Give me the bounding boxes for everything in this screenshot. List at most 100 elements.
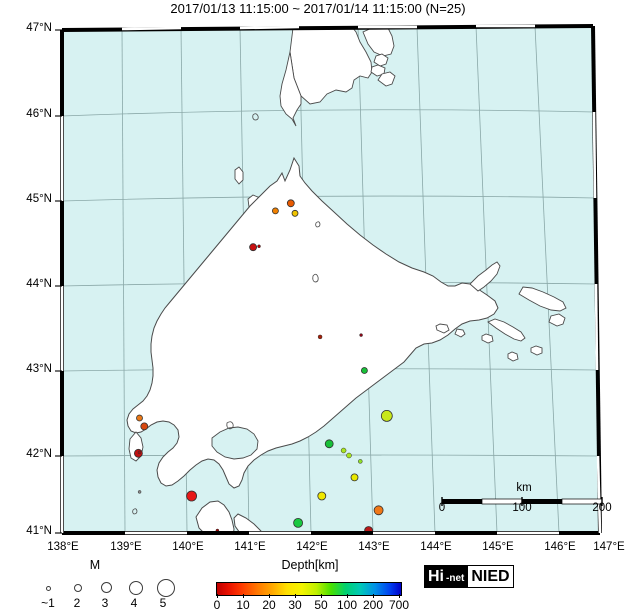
depth-colorbar — [216, 582, 402, 596]
coastline-lake-a — [435, 323, 450, 334]
epicenter-marker[interactable] — [286, 199, 295, 208]
islet-mark-c — [315, 221, 321, 228]
depth-label-700: 700 — [388, 598, 410, 612]
lon-label-143e: 143°E — [358, 541, 390, 553]
lon-label-140e: 140°E — [172, 541, 204, 553]
epicenter-marker[interactable] — [360, 367, 368, 374]
epicenter-marker[interactable] — [136, 414, 143, 422]
axis-ticks — [55, 29, 62, 534]
islet-mark-a — [252, 113, 259, 121]
epicenter-marker[interactable] — [373, 505, 384, 516]
map-frame-ticks — [60, 24, 602, 535]
islet-mark-e — [132, 508, 138, 515]
depth-tick-50 — [321, 594, 322, 598]
coastline-etorofu — [518, 286, 567, 312]
epicenter-marker[interactable] — [359, 333, 363, 337]
mag-label-3: 3 — [101, 596, 109, 610]
logo-net-text: -net — [446, 566, 468, 587]
map-canvas[interactable] — [0, 18, 636, 540]
logo-nied-text: NIED — [467, 566, 513, 587]
epicenter-marker[interactable] — [358, 459, 363, 464]
epicenter-layer[interactable] — [133, 199, 393, 535]
coastline-shiretoko — [469, 261, 501, 292]
depth-label-30: 30 — [288, 598, 302, 612]
depth-tick-100 — [347, 594, 348, 598]
lat-label-47n: 47°N — [26, 22, 52, 34]
coastline-shikotan — [548, 313, 566, 327]
depth-label-10: 10 — [236, 598, 250, 612]
mag-symbol-1 — [46, 586, 51, 591]
depth-label-20: 20 — [262, 598, 276, 612]
lon-label-144e: 144°E — [420, 541, 452, 553]
coastline-sakhalin — [289, 26, 373, 105]
epicenter-marker[interactable] — [346, 452, 352, 459]
epicenter-marker[interactable] — [249, 243, 258, 252]
epicenter-marker[interactable] — [257, 244, 261, 249]
scale-bar-graphic — [441, 497, 603, 506]
depth-tick-200 — [373, 594, 374, 598]
mag-symbol-2 — [74, 584, 82, 592]
lon-label-141e: 141°E — [234, 541, 266, 553]
coastline-honshu-north — [195, 500, 235, 533]
depth-tick-10 — [243, 594, 244, 598]
epicenter-marker[interactable] — [324, 439, 334, 449]
scale-tick-0: 0 — [438, 502, 446, 514]
coastline-rebun-islet — [234, 166, 244, 185]
islet-mark-b — [312, 273, 319, 283]
depth-tick-30 — [295, 594, 296, 598]
depth-tick-0 — [217, 594, 218, 598]
depth-legend-title: Depth[km] — [281, 558, 339, 572]
coastline-habomai-c — [481, 333, 494, 344]
lat-label-45n: 45°N — [26, 193, 52, 205]
depth-tick-700 — [399, 594, 400, 598]
coastline-hokkaido — [126, 156, 499, 489]
coastline-kuril-tail — [377, 71, 396, 87]
coastline-habomai-a — [530, 345, 543, 356]
lat-label-44n: 44°N — [26, 278, 52, 290]
lat-label-43n: 43°N — [26, 363, 52, 375]
magnitude-legend: M ~1 2 3 4 5 — [20, 558, 200, 610]
scale-unit-label: km — [516, 482, 532, 494]
mag-symbol-5 — [157, 579, 175, 597]
depth-label-100: 100 — [336, 598, 358, 612]
epicenter-marker[interactable] — [271, 207, 279, 215]
epicenter-marker[interactable] — [350, 473, 359, 482]
epicenter-marker[interactable] — [137, 450, 142, 455]
mag-symbol-4 — [129, 581, 143, 595]
mag-label-4: 4 — [130, 596, 138, 610]
coastline-kuril-islet-b — [370, 64, 386, 77]
epicenter-marker[interactable] — [291, 209, 299, 217]
scale-tick-100: 100 — [512, 502, 532, 514]
lon-label-146e: 146°E — [544, 541, 576, 553]
coastline-lake-b — [454, 328, 466, 338]
coastline-sakhalin-south — [279, 51, 302, 127]
epicenter-marker[interactable] — [293, 517, 304, 528]
lon-label-139e: 139°E — [110, 541, 142, 553]
logo-hi-text: Hi — [425, 566, 446, 587]
mag-label-1: ~1 — [41, 596, 55, 610]
epicenter-marker[interactable] — [137, 490, 142, 494]
lat-label-41n: 41°N — [26, 525, 52, 537]
epicenter-marker[interactable] — [186, 490, 198, 502]
depth-legend: Depth[km] 0 10 20 30 50 100 200 700 — [212, 558, 412, 612]
lon-label-147e: 147°E — [593, 541, 625, 553]
depth-label-50: 50 — [314, 598, 328, 612]
lon-label-142e: 142°E — [296, 541, 328, 553]
coastline-habomai-b — [507, 351, 519, 362]
epicenter-marker[interactable] — [380, 409, 393, 422]
epicenter-marker[interactable] — [140, 422, 149, 431]
mag-label-2: 2 — [73, 596, 81, 610]
coastline-kunashiri — [487, 318, 526, 342]
scale-tick-200: 200 — [592, 502, 612, 514]
epicenter-marker[interactable] — [317, 334, 323, 340]
depth-label-0: 0 — [213, 598, 221, 612]
page-title: 2017/01/13 11:15:00 ~ 2017/01/14 11:15:0… — [170, 1, 466, 16]
map-panel[interactable]: 47°N 46°N 45°N 44°N 43°N 42°N 41°N — [0, 18, 636, 540]
mag-label-5: 5 — [159, 596, 167, 610]
lon-label-138e: 138°E — [47, 541, 79, 553]
scale-bar: km 0 100 200 — [439, 482, 612, 518]
epicenter-marker[interactable] — [317, 491, 327, 501]
epicenter-marker[interactable] — [340, 447, 347, 454]
depth-label-200: 200 — [362, 598, 384, 612]
